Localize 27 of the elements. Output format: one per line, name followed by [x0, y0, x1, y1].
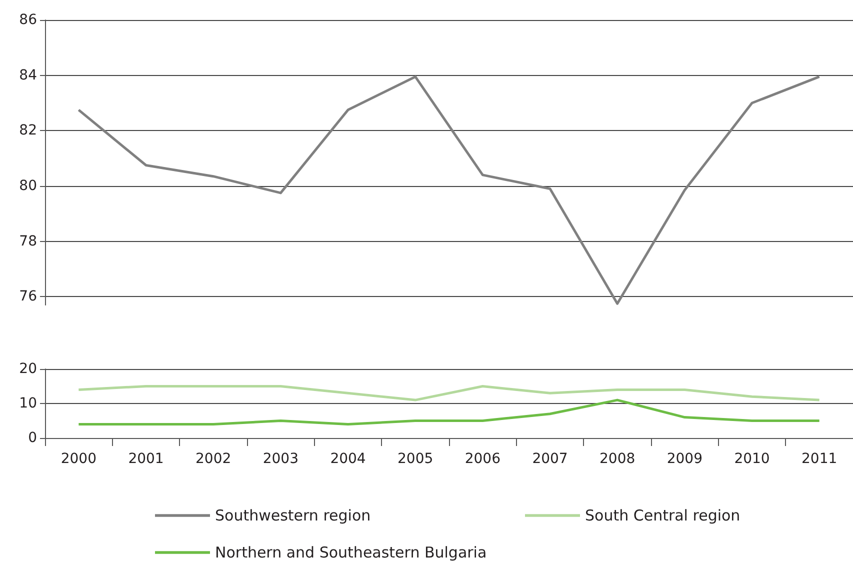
x-tick-label: 2005: [398, 451, 434, 467]
y-tick-label: 0: [28, 430, 37, 446]
y-tick-label: 10: [19, 396, 37, 412]
legend-label: Northern and Southeastern Bulgaria: [215, 544, 487, 562]
x-tick-label: 2007: [532, 451, 568, 467]
y-tick-label: 78: [19, 233, 37, 250]
line-series: [77, 385, 821, 402]
line-series: [77, 398, 821, 426]
x-tick-label: 2000: [60, 451, 96, 467]
line-series: [77, 75, 821, 305]
x-tick-label: 2006: [464, 451, 501, 467]
y-tick-label: 84: [19, 67, 38, 84]
y-tick-label: 80: [19, 178, 37, 194]
y-tick-label: 86: [19, 12, 38, 28]
x-tick-label: 2002: [196, 451, 232, 467]
x-tick-label: 2001: [128, 451, 164, 467]
y-tick-label: 82: [19, 122, 37, 139]
x-tick-label: 2004: [330, 451, 366, 467]
x-tick-label: 2003: [262, 451, 298, 467]
x-tick-label: 2008: [600, 451, 636, 467]
x-tick-label: 2011: [802, 451, 838, 467]
y-tick-label: 76: [19, 288, 38, 305]
legend-label: South Central region: [585, 506, 740, 524]
x-tick-label: 2010: [734, 451, 770, 467]
x-tick-label: 2009: [666, 451, 702, 467]
y-tick-label: 20: [19, 361, 37, 377]
legend-label: Southwestern region: [215, 506, 371, 524]
